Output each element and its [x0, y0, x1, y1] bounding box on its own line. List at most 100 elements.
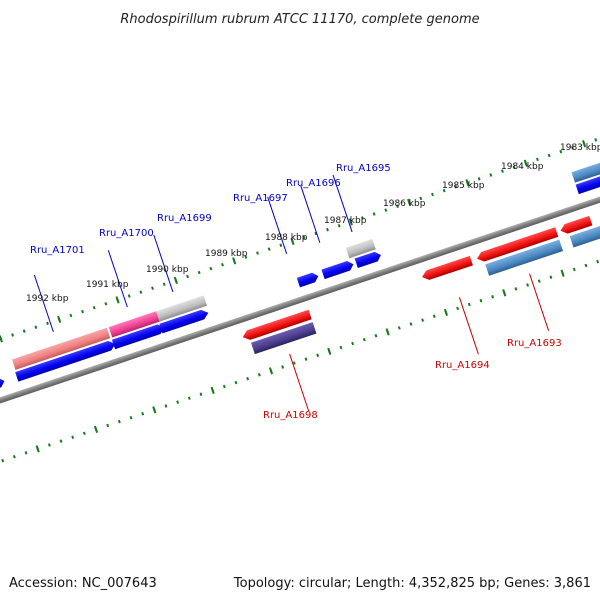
scale-tick	[477, 177, 481, 181]
gene-arrow-rru-a1696[interactable]	[321, 259, 355, 280]
scale-tick	[537, 279, 541, 283]
genome-backbone	[0, 163, 600, 437]
gene-arrow-right-edge[interactable]	[575, 173, 600, 195]
scale-tick	[92, 305, 96, 310]
tick-label: 1989 kbp	[205, 249, 248, 259]
scale-tick	[244, 255, 248, 259]
gene-arrow-reverse-right[interactable]	[559, 215, 593, 236]
gene-label-rru-a1694[interactable]: Rru_A1694	[435, 360, 490, 371]
scale-tick	[162, 282, 166, 287]
feature-salmon[interactable]	[11, 327, 111, 370]
gene-label-rru-a1696[interactable]: Rru_A1696	[286, 178, 341, 189]
feature-indigo[interactable]	[251, 322, 317, 355]
scale-tick	[281, 365, 285, 369]
gene-label-rru-a1699[interactable]: Rru_A1699	[157, 213, 212, 224]
scale-tick	[302, 235, 306, 240]
scale-tick	[407, 198, 412, 206]
scale-tick	[11, 333, 14, 337]
gene-arrow-rru-a1695[interactable]	[354, 250, 383, 268]
scale-tick	[246, 376, 250, 381]
scale-tick	[467, 302, 471, 307]
gene-arrow-rru-a1697[interactable]	[296, 271, 320, 288]
scale-tick	[186, 274, 189, 279]
gene-label-rru-a1700[interactable]: Rru_A1700	[99, 228, 154, 239]
feature-grey[interactable]	[156, 295, 208, 322]
scale-tick	[571, 145, 574, 150]
scale-tick	[501, 169, 504, 173]
callout-rru-a1698	[289, 353, 310, 412]
gene-labels-reverse: Rru_A1698 Rru_A1694 Rru_A1693	[263, 338, 562, 421]
scale-tick	[173, 276, 178, 285]
scale-tick	[351, 341, 355, 346]
scale-tick	[234, 380, 238, 385]
scale-tick	[152, 406, 157, 414]
gene-arrow-rru-a1701-row1[interactable]	[0, 376, 6, 395]
callout-rru-a1697	[267, 196, 288, 255]
scale-tick	[431, 192, 434, 197]
scale-tick	[348, 218, 353, 226]
gene-arrow-rru-a1698[interactable]	[241, 309, 312, 342]
feature-steel[interactable]	[485, 239, 564, 276]
gene-label-rru-a1697[interactable]: Rru_A1697	[233, 193, 288, 204]
gene-arrow-rru-a1701[interactable]	[15, 339, 117, 382]
callout-rru-a1696	[300, 185, 321, 243]
scale-tick	[443, 308, 449, 316]
scale-tick	[117, 419, 121, 424]
gene-label-rru-a1701[interactable]: Rru_A1701	[30, 245, 85, 256]
feature-pink[interactable]	[108, 311, 160, 338]
scale-tick	[292, 361, 296, 365]
feature-steel-short[interactable]	[569, 225, 600, 248]
tick-label: 1987 kbp	[324, 216, 367, 226]
scale-tick	[267, 247, 271, 251]
reverse-callout-lines	[289, 273, 550, 412]
feature-steel-right[interactable]	[571, 159, 600, 183]
scale-tick	[139, 290, 143, 294]
scale-tick	[385, 328, 390, 336]
scale-tick	[141, 412, 145, 416]
scale-tick	[221, 263, 224, 267]
scale-tick	[512, 165, 516, 169]
scale-tick	[560, 269, 565, 277]
gene-arrow-rru-a1693[interactable]	[475, 227, 559, 263]
callout-rru-a1701	[33, 274, 54, 333]
scale-tick	[115, 296, 120, 304]
scale-tick	[104, 302, 108, 306]
scale-tick	[514, 287, 518, 291]
scale-tick	[384, 208, 388, 212]
scale-tick	[582, 140, 587, 148]
callout-rru-a1700	[107, 250, 128, 308]
scale-tick	[176, 400, 180, 404]
scale-tick	[491, 294, 495, 299]
scale-tick	[442, 188, 446, 193]
scale-tick	[409, 322, 413, 326]
scale-tick	[22, 329, 26, 333]
scale-tick	[456, 306, 460, 311]
tick-label: 1988 kbp	[265, 233, 308, 243]
scale-tick	[93, 425, 99, 434]
scale-tick	[547, 153, 551, 158]
scale-tick	[339, 345, 343, 350]
gene-arrow-rru-a1694[interactable]	[420, 255, 473, 282]
scale-tick	[57, 315, 62, 324]
gene-label-rru-a1693[interactable]: Rru_A1693	[507, 338, 562, 349]
gene-arrow-rru-a1699[interactable]	[159, 308, 210, 334]
scale-tick	[129, 415, 133, 420]
scale-tick	[596, 259, 600, 264]
gene-label-rru-a1695[interactable]: Rru_A1695	[336, 163, 391, 174]
scale-tick	[47, 443, 51, 447]
gene-label-rru-a1698[interactable]: Rru_A1698	[263, 410, 318, 421]
scale-tick	[536, 157, 539, 162]
scale-tick	[71, 435, 75, 439]
gene-labels-forward: Rru_A1701 Rru_A1700 Rru_A1699 Rru_A1697 …	[30, 163, 391, 256]
scale-tick	[151, 286, 154, 290]
scale-tick	[222, 384, 226, 389]
gene-arrow-rru-a1700[interactable]	[111, 323, 166, 350]
callout-rru-a1693	[529, 273, 550, 331]
scale-tick	[526, 283, 530, 287]
feature-grey-small[interactable]	[345, 238, 376, 259]
scale-tick	[432, 314, 436, 318]
scale-tick	[419, 196, 423, 201]
scale-tick	[127, 294, 131, 298]
scale-tick	[199, 392, 203, 397]
